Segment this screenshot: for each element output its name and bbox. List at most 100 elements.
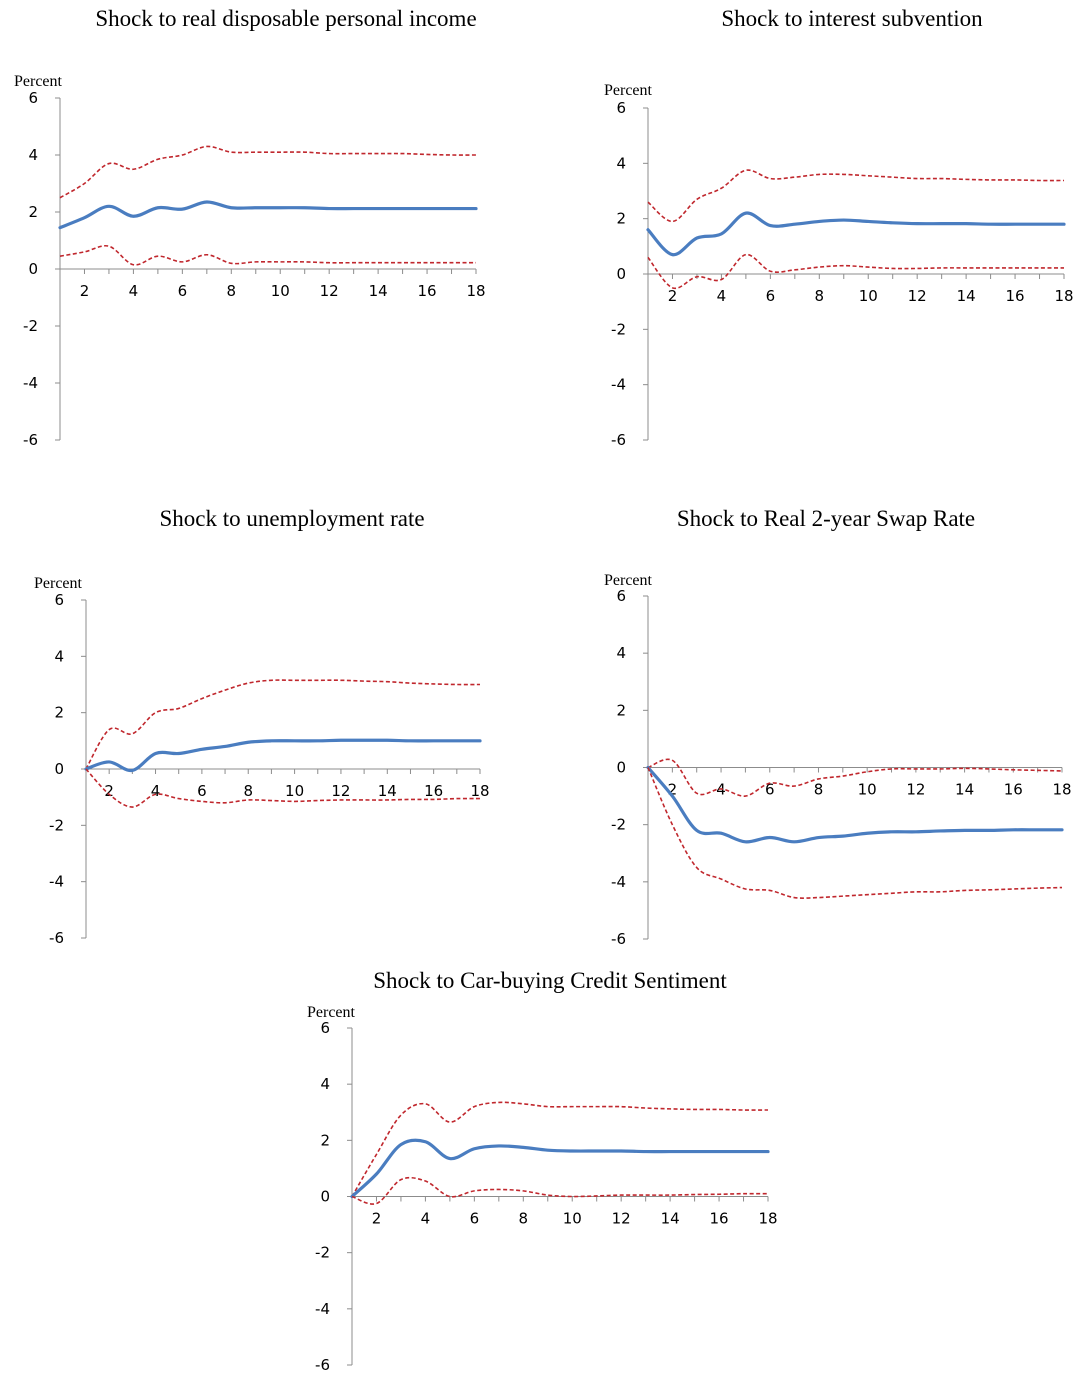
y-tick-label: -6 — [23, 431, 38, 449]
y-axis-label: Percent — [14, 73, 63, 90]
y-axis-label: Percent — [604, 82, 653, 99]
x-tick-label: 14 — [378, 782, 397, 800]
y-tick-label: -4 — [611, 376, 626, 394]
x-tick-label: 4 — [717, 287, 727, 305]
series-line-estimate — [646, 765, 1064, 844]
y-axis-label: Percent — [34, 575, 83, 592]
series-line-lower-bound — [85, 768, 481, 808]
y-tick-label: -6 — [315, 1356, 330, 1374]
chart-title: Shock to Car-buying Credit Sentiment — [373, 968, 727, 993]
y-tick-label: 0 — [616, 759, 626, 777]
y-tick-label: 4 — [320, 1075, 330, 1093]
series-line-estimate — [350, 1138, 770, 1199]
chart-panel-unemployment: Shock to unemployment rate Percent 6 4 2 0 -2-… — [0, 490, 540, 960]
y-tick-label: -4 — [49, 873, 64, 891]
x-tick-label: 12 — [331, 782, 350, 800]
y-axis-label: Percent — [604, 572, 653, 589]
x-tick-label: 18 — [466, 282, 485, 300]
x-tick-label: 10 — [285, 782, 304, 800]
y-tick-label: 6 — [54, 591, 64, 609]
y-tick-label: 6 — [320, 1019, 330, 1037]
y-tick-label: 4 — [616, 644, 626, 662]
x-tick-label: 8 — [227, 282, 237, 300]
series-line-upper-bound — [351, 1101, 769, 1197]
x-tick-label: 6 — [765, 781, 775, 799]
series-line-lower-bound — [647, 767, 1063, 899]
y-tick-label: 2 — [616, 701, 626, 719]
x-tick-label: 16 — [1006, 287, 1025, 305]
chart-credit-sentiment: Shock to Car-buying Credit Sentiment Perc… — [307, 968, 778, 1374]
x-tick-label: 10 — [271, 282, 290, 300]
series-line-upper-bound — [647, 758, 1063, 797]
x-tick-label: 8 — [814, 781, 824, 799]
series-line-estimate — [646, 211, 1066, 257]
y-tick-label: 2 — [54, 704, 64, 722]
y-tick-label: -2 — [315, 1244, 330, 1262]
y-tick-label: 2 — [28, 203, 38, 221]
x-tick-label: 6 — [197, 782, 207, 800]
y-tick-label: -2 — [23, 317, 38, 335]
chart-income: Shock to real disposable personal income… — [14, 6, 486, 449]
chart-panel-swap-rate: Shock to Real 2-year Swap Rate Percent 6 4 2… — [540, 490, 1081, 960]
x-tick-label: 18 — [470, 782, 489, 800]
x-tick-label: 8 — [519, 1210, 529, 1228]
y-tick-label: -6 — [611, 431, 626, 449]
chart-title: Shock to unemployment rate — [159, 506, 424, 531]
chart-title: Shock to Real 2-year Swap Rate — [677, 506, 975, 531]
x-tick-label: 14 — [957, 287, 976, 305]
y-tick-label: -2 — [611, 320, 626, 338]
x-tick-label: 16 — [418, 282, 437, 300]
series-line-estimate — [58, 200, 478, 230]
y-axis-label: Percent — [307, 1004, 356, 1021]
x-tick-label: 4 — [151, 782, 161, 800]
x-tick-label: 16 — [424, 782, 443, 800]
chart-subvention: Shock to interest subvention Percent 6 4 2 0 -… — [604, 6, 1074, 449]
chart-swap-rate: Shock to Real 2-year Swap RatePercent642… — [604, 506, 1072, 948]
x-tick-label: 18 — [758, 1210, 777, 1228]
x-tick-label: 12 — [320, 282, 339, 300]
x-tick-label: 12 — [612, 1210, 631, 1228]
x-tick-label: 8 — [243, 782, 253, 800]
series-line-lower-bound — [59, 244, 476, 266]
x-tick-label: 2 — [668, 287, 678, 305]
y-tick-label: -4 — [23, 374, 38, 392]
x-tick-label: 4 — [421, 1210, 431, 1228]
x-tick-label: 18 — [1054, 287, 1073, 305]
chart-title: Shock to real disposable personal income — [95, 6, 476, 31]
x-tick-label: 6 — [178, 282, 188, 300]
x-tick-label: 10 — [859, 287, 878, 305]
x-tick-label: 10 — [858, 781, 877, 799]
chart-title: Shock to interest subvention — [721, 6, 983, 31]
chart-unemployment: Shock to unemployment ratePercent6420-2-… — [34, 506, 490, 947]
x-tick-label: 8 — [815, 287, 825, 305]
x-tick-label: 14 — [369, 282, 388, 300]
chart-panel-credit-sentiment: Shock to Car-buying Credit Sentiment Perc… — [280, 960, 840, 1380]
y-tick-label: 0 — [320, 1188, 330, 1206]
x-tick-label: 6 — [470, 1210, 480, 1228]
y-tick-label: 0 — [28, 260, 38, 278]
y-tick-label: 0 — [54, 760, 64, 778]
x-tick-label: 14 — [661, 1210, 680, 1228]
chart-panel-subvention: Shock to interest subvention Percent 6 4 2 0 -… — [540, 0, 1081, 460]
y-tick-label: -2 — [611, 816, 626, 834]
x-tick-label: 16 — [1004, 781, 1023, 799]
y-tick-label: 4 — [54, 647, 64, 665]
x-tick-label: 4 — [129, 282, 139, 300]
series-line-lower-bound — [351, 1176, 769, 1205]
y-tick-label: -4 — [611, 873, 626, 891]
x-tick-label: 6 — [766, 287, 776, 305]
y-tick-label: 6 — [616, 587, 626, 605]
x-tick-label: 18 — [1052, 781, 1071, 799]
y-tick-label: 0 — [616, 265, 626, 283]
series-line-upper-bound — [647, 169, 1065, 223]
y-tick-label: 2 — [320, 1131, 330, 1149]
series-line-estimate — [84, 738, 482, 773]
chart-panel-income: Shock to real disposable personal income… — [0, 0, 540, 460]
x-tick-label: 10 — [563, 1210, 582, 1228]
x-tick-label: 12 — [906, 781, 925, 799]
y-tick-label: -2 — [49, 816, 64, 834]
y-tick-label: -6 — [49, 929, 64, 947]
x-tick-label: 2 — [372, 1210, 382, 1228]
y-tick-label: 6 — [28, 89, 38, 107]
y-tick-label: 2 — [616, 210, 626, 228]
